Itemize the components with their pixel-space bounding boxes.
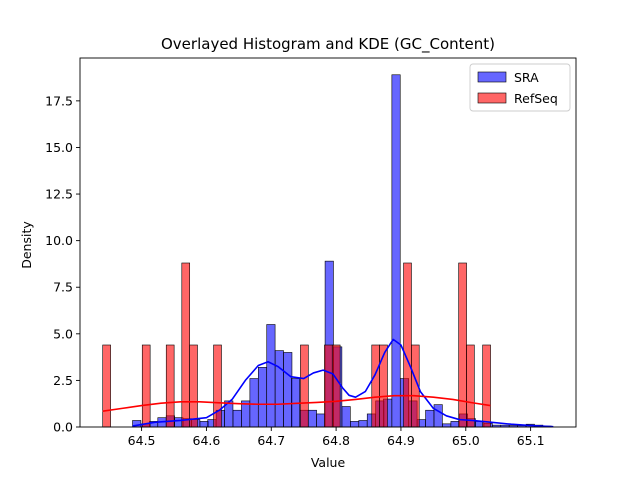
bar-sra-18 (283, 352, 293, 428)
chart-title: Overlayed Histogram and KDE (GC_Content) (161, 35, 495, 54)
legend-label-refseq: RefSeq (514, 91, 558, 106)
y-tick-label-1: 2.5 (53, 373, 73, 388)
bar-sra-8 (199, 421, 209, 428)
bar-sra-17 (274, 350, 284, 428)
bar-refseq-14 (213, 344, 222, 428)
x-tick-label-5: 65.0 (452, 433, 480, 448)
x-tick-label-6: 65.1 (517, 433, 545, 448)
axes-frame (79, 57, 577, 428)
bar-sra-35 (425, 409, 435, 428)
x-tick-label-2: 64.7 (257, 433, 285, 448)
bar-refseq-45 (458, 262, 467, 428)
x-tick-label-1: 64.6 (193, 433, 221, 448)
bar-refseq-34 (371, 344, 380, 428)
legend: SRA RefSeq (469, 63, 571, 112)
bar-refseq-48 (482, 344, 491, 428)
legend-label-sra: SRA (514, 70, 539, 85)
x-tick-label-0: 64.5 (128, 433, 156, 448)
bar-refseq-28 (324, 344, 333, 428)
bar-refseq-38 (403, 262, 412, 428)
y-tick-label-6: 15.0 (45, 140, 73, 155)
y-tick-label-0: 0.0 (53, 420, 73, 435)
bar-refseq-25 (300, 344, 309, 428)
bar-sra-13 (241, 400, 251, 428)
legend-swatch-sra (477, 71, 507, 83)
bar-refseq-11 (189, 344, 198, 428)
y-tick-label-2: 5.0 (53, 326, 73, 341)
bar-refseq-35 (379, 344, 388, 428)
bar-refseq-46 (466, 344, 475, 428)
bar-sra-38 (450, 421, 460, 428)
x-tick-label-3: 64.8 (322, 433, 350, 448)
bar-sra-16 (266, 324, 276, 428)
plot-area: 64.5 64.6 64.7 64.8 64.9 65.0 65.1 0.0 2.5 5.0 7.5… (45, 57, 577, 448)
bar-refseq-29 (331, 344, 341, 428)
bar-sra-26 (350, 421, 360, 428)
x-tick-label-4: 64.9 (387, 433, 415, 448)
bar-sra-14 (249, 378, 259, 428)
y-tick-label-5: 12.5 (45, 187, 73, 202)
y-tick-label-7: 17.5 (45, 93, 73, 108)
bar-sra-37 (442, 423, 452, 428)
bar-refseq-0 (102, 344, 111, 428)
x-axis-label: Value (311, 455, 346, 470)
legend-swatch-refseq (477, 92, 507, 104)
y-tick-label-3: 7.5 (53, 280, 73, 295)
kde-line-sra (132, 338, 554, 428)
bar-sra-25 (341, 406, 351, 428)
bar-sra-31 (391, 74, 401, 428)
bar-sra-21 (307, 409, 317, 428)
kde-line-refseq (102, 394, 491, 412)
bar-refseq-5 (141, 344, 151, 428)
bar-sra-22 (316, 413, 326, 428)
y-axis-label: Density (19, 221, 34, 269)
bar-sra-36 (433, 404, 443, 428)
bar-sra-15 (258, 367, 267, 428)
y-tick-label-4: 10.0 (45, 233, 73, 248)
bar-sra-12 (232, 409, 242, 428)
bar-refseq-8 (165, 344, 175, 428)
bar-sra-27 (358, 420, 368, 428)
